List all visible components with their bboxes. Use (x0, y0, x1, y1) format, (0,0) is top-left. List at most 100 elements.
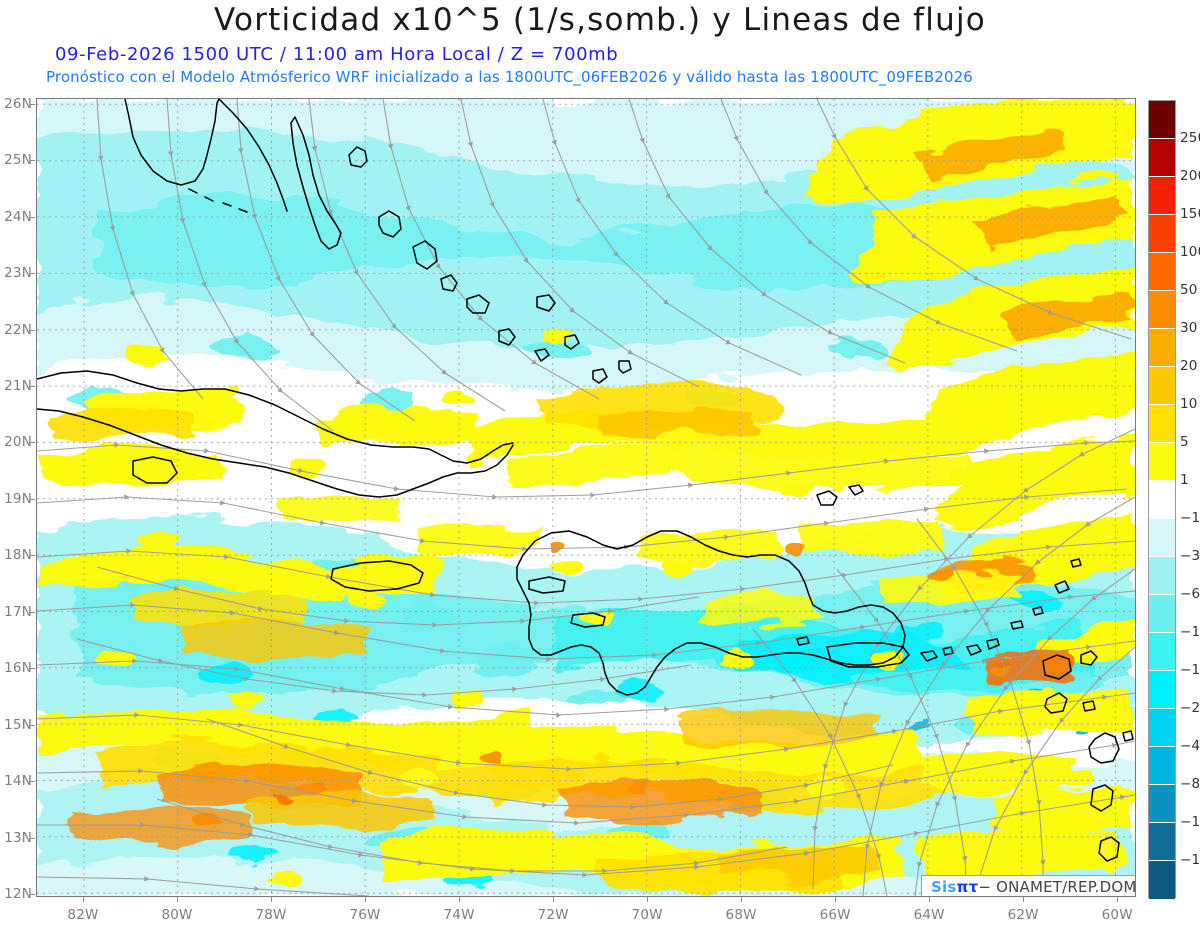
y-tick-20n: 20N (4, 434, 32, 451)
subtitle-datetime: 09-Feb-2026 1500 UTC / 11:00 am Hora Loc… (55, 44, 619, 65)
subtitle-model-info: Pronóstico con el Modelo Atmósferico WRF… (46, 68, 973, 86)
y-tick-17n: 17N (4, 603, 32, 620)
colorbar-tick-17: −80 (1180, 776, 1200, 792)
credit-mark-icon: πτ (956, 878, 979, 896)
colorbar-band-6 (1149, 329, 1175, 367)
x-tick-80w: 80W (161, 907, 193, 923)
y-tick-25n: 25N (4, 152, 32, 169)
y-tick-mark (30, 837, 35, 839)
x-tick-72w: 72W (537, 907, 569, 923)
colorbar-tick-1: 200 (1180, 168, 1200, 184)
colorbar-band-10 (1149, 481, 1175, 519)
y-tick-19n: 19N (4, 490, 32, 507)
map-plot-area[interactable]: Sisπτ− ONAMET/REP.DOM. (36, 98, 1136, 897)
colorbar-band-8 (1149, 405, 1175, 443)
colorbar-tick-16: −42 (1180, 738, 1200, 754)
y-tick-mark (30, 329, 35, 331)
colorbar-band-15 (1149, 671, 1175, 709)
y-tick-mark (30, 216, 35, 218)
colorbar-tick-12: −6 (1180, 586, 1200, 602)
x-tick-mark (741, 897, 743, 902)
y-tick-23n: 23N (4, 265, 32, 282)
colorbar-band-11 (1149, 519, 1175, 557)
credit-org-label: − ONAMET/REP.DOM. (978, 878, 1136, 896)
colorbar-band-14 (1149, 633, 1175, 671)
x-tick-64w: 64W (913, 907, 945, 923)
page-title: Vorticidad x10^5 (1/s,somb.) y Lineas de… (214, 2, 986, 38)
x-tick-70w: 70W (631, 907, 663, 923)
colorbar-tick-10: −1 (1180, 510, 1200, 526)
x-tick-mark (83, 897, 84, 902)
x-tick-82w: 82W (67, 907, 99, 923)
colorbar-tick-18: −120 (1180, 814, 1200, 830)
colorbar-band-13 (1149, 595, 1175, 633)
y-tick-mark (30, 668, 35, 670)
y-tick-mark (30, 160, 35, 162)
vorticity-map (37, 99, 1135, 896)
y-tick-14n: 14N (4, 773, 32, 790)
y-tick-mark (30, 894, 35, 896)
y-tick-mark (30, 498, 35, 500)
y-tick-26n: 26N (4, 95, 32, 112)
colorbar-band-2 (1149, 177, 1175, 215)
colorbar-tick-2: 150 (1180, 206, 1200, 222)
colorbar-band-20 (1149, 861, 1175, 899)
x-tick-mark (1023, 897, 1025, 902)
coastlines (37, 99, 1134, 896)
x-tick-60w: 60W (1101, 907, 1133, 923)
colorbar-tick-13: −12 (1180, 624, 1200, 640)
y-tick-mark (30, 611, 35, 613)
colorbar-tick-19: −160 (1180, 852, 1200, 868)
colorbar-tick-8: 5 (1180, 434, 1189, 450)
y-tick-mark (30, 273, 35, 275)
x-tick-mark (177, 897, 179, 902)
x-tick-mark (929, 897, 931, 902)
colorbar-tick-7: 10 (1180, 396, 1198, 412)
colorbar-band-3 (1149, 215, 1175, 253)
x-tick-mark (365, 897, 367, 902)
x-tick-mark (459, 897, 461, 902)
credit-sis-label: Sis (931, 878, 957, 896)
colorbar-band-19 (1149, 823, 1175, 861)
colorbar-band-17 (1149, 747, 1175, 785)
x-tick-66w: 66W (819, 907, 851, 923)
x-tick-78w: 78W (255, 907, 287, 923)
y-tick-13n: 13N (4, 829, 32, 846)
colorbar-tick-11: −3 (1180, 548, 1200, 564)
colorbar-band-5 (1149, 291, 1175, 329)
x-tick-mark (647, 897, 649, 902)
colorbar-band-18 (1149, 785, 1175, 823)
y-tick-15n: 15N (4, 716, 32, 733)
colorbar-band-12 (1149, 557, 1175, 595)
colorbar-band-7 (1149, 367, 1175, 405)
header-block: Vorticidad x10^5 (1/s,somb.) y Lineas de… (0, 0, 1200, 95)
x-tick-62w: 62W (1007, 907, 1039, 923)
y-tick-mark (30, 103, 35, 105)
colorbar-band-9 (1149, 443, 1175, 481)
colorbar-tick-6: 20 (1180, 358, 1198, 374)
y-tick-mark (30, 442, 35, 444)
colorbar-band-1 (1149, 139, 1175, 177)
x-tick-mark (271, 897, 273, 902)
y-tick-21n: 21N (4, 377, 32, 394)
colorbar-band-16 (1149, 709, 1175, 747)
x-tick-mark (1117, 897, 1119, 902)
colorbar-tick-5: 30 (1180, 320, 1198, 336)
y-tick-mark (30, 385, 35, 387)
y-tick-22n: 22N (4, 321, 32, 338)
y-tick-mark (30, 724, 35, 726)
colorbar[interactable] (1148, 100, 1176, 899)
x-tick-76w: 76W (349, 907, 381, 923)
y-tick-18n: 18N (4, 547, 32, 564)
x-tick-68w: 68W (725, 907, 757, 923)
colorbar-tick-9: 1 (1180, 472, 1189, 488)
y-tick-12n: 12N (4, 886, 32, 903)
y-tick-mark (30, 555, 35, 557)
x-tick-74w: 74W (443, 907, 475, 923)
credit-watermark: Sisπτ− ONAMET/REP.DOM. (921, 875, 1136, 896)
y-tick-24n: 24N (4, 208, 32, 225)
y-tick-16n: 16N (4, 660, 32, 677)
colorbar-tick-0: 250 (1180, 130, 1200, 146)
colorbar-band-0 (1149, 101, 1175, 139)
streamlines (37, 99, 1135, 896)
